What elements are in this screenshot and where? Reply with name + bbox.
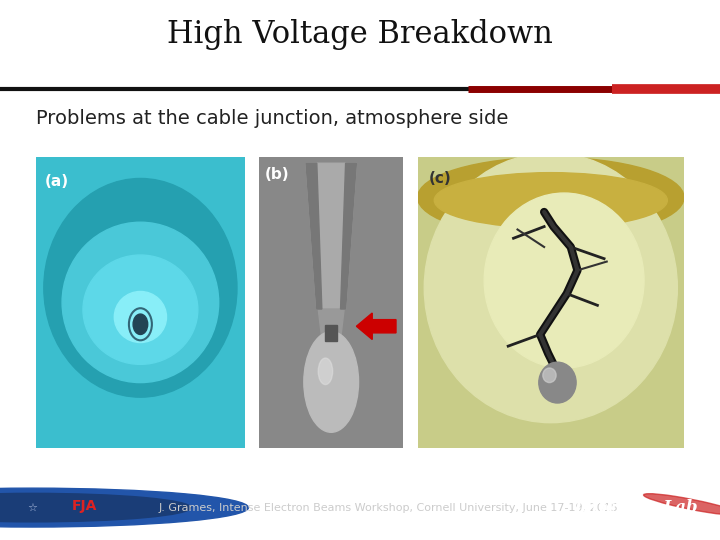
Ellipse shape (44, 178, 237, 397)
Ellipse shape (434, 173, 667, 228)
Text: High Voltage Breakdown: High Voltage Breakdown (167, 18, 553, 50)
Polygon shape (341, 163, 356, 309)
Circle shape (0, 488, 248, 527)
Text: ☆: ☆ (27, 503, 37, 512)
Text: Jefferson Lab: Jefferson Lab (574, 499, 698, 516)
Bar (325, 325, 337, 341)
Circle shape (304, 332, 359, 433)
Circle shape (0, 494, 191, 522)
Circle shape (539, 362, 576, 403)
Ellipse shape (424, 153, 678, 423)
Ellipse shape (644, 494, 720, 515)
Text: (c): (c) (428, 171, 451, 186)
Ellipse shape (62, 222, 219, 382)
Circle shape (133, 314, 148, 334)
Circle shape (543, 368, 556, 382)
Text: (b): (b) (265, 167, 289, 182)
Polygon shape (318, 309, 344, 340)
Text: FJA: FJA (72, 500, 97, 514)
FancyArrow shape (356, 313, 396, 340)
Circle shape (318, 358, 333, 384)
Polygon shape (306, 163, 356, 309)
Text: (a): (a) (45, 174, 68, 189)
Ellipse shape (484, 193, 644, 368)
Ellipse shape (418, 157, 684, 238)
Polygon shape (306, 163, 322, 309)
Text: J. Grames, Intense Electron Beams Workshop, Cornell University, June 17-19, 2015: J. Grames, Intense Electron Beams Worksh… (158, 503, 618, 512)
Ellipse shape (114, 292, 166, 342)
Ellipse shape (83, 255, 198, 364)
Text: Problems at the cable junction, atmosphere side: Problems at the cable junction, atmosphe… (36, 109, 508, 129)
